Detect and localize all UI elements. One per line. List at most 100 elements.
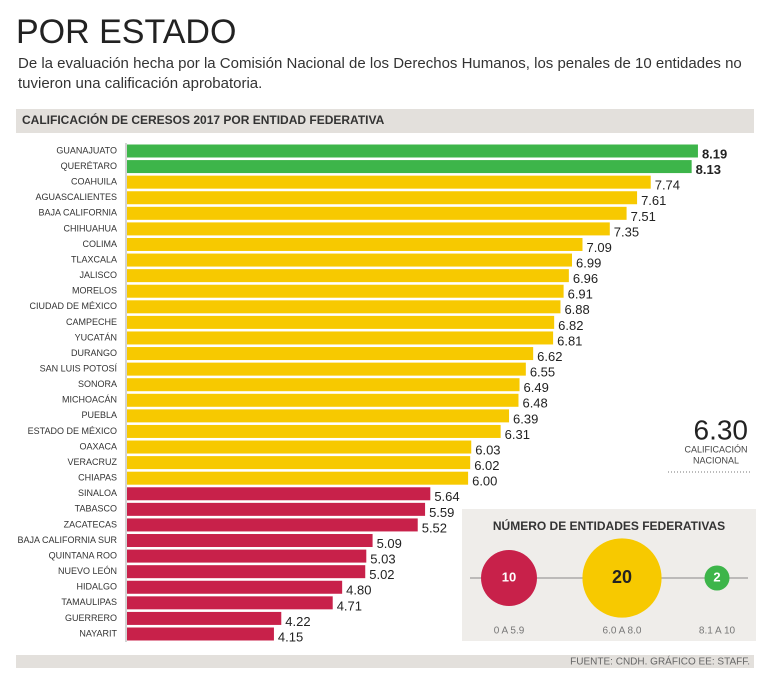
bar	[127, 284, 564, 298]
value-label: 5.03	[370, 552, 395, 567]
bar	[127, 565, 366, 579]
bar	[127, 409, 510, 423]
value-label: 5.09	[377, 536, 402, 551]
y-tick-label: VERACRUZ	[67, 457, 117, 467]
bar	[127, 331, 554, 345]
national-label: NACIONAL	[693, 455, 739, 465]
y-tick-label: QUINTANA ROO	[49, 550, 117, 560]
bar	[127, 269, 569, 283]
value-label: 7.74	[655, 178, 680, 193]
bar	[127, 191, 638, 205]
bar	[127, 518, 418, 532]
y-tick-label: NAYARIT	[79, 628, 117, 638]
footer-band	[16, 655, 754, 668]
bar	[127, 347, 534, 361]
y-tick-label: YUCATÁN	[75, 332, 117, 342]
value-label: 6.49	[524, 380, 549, 395]
value-label: 8.13	[696, 162, 721, 177]
value-label: 6.81	[557, 333, 582, 348]
group-range: 6.0 A 8.0	[603, 626, 642, 637]
value-label: 6.62	[537, 349, 562, 364]
y-tick-label: COAHUILA	[71, 177, 117, 187]
y-tick-label: COLIMA	[82, 239, 117, 249]
value-label: 4.15	[278, 629, 303, 644]
value-label: 7.51	[631, 209, 656, 224]
y-tick-label: SONORA	[78, 379, 117, 389]
group-count: 20	[612, 567, 632, 587]
group-range: 8.1 A 10	[699, 626, 736, 637]
bar	[127, 175, 651, 189]
bar	[127, 611, 282, 625]
value-label: 7.09	[587, 240, 612, 255]
value-label: 7.35	[614, 224, 639, 239]
y-tick-label: PUEBLA	[81, 410, 117, 420]
group-count: 10	[502, 569, 516, 584]
y-tick-label: ESTADO DE MÉXICO	[28, 426, 117, 436]
bar	[127, 222, 610, 236]
bar	[127, 440, 472, 454]
bar	[127, 378, 520, 392]
value-label: 5.64	[434, 489, 459, 504]
bar	[127, 580, 343, 594]
y-tick-label: CHIAPAS	[78, 473, 117, 483]
title: POR ESTADO	[16, 13, 236, 51]
value-label: 8.19	[702, 146, 727, 161]
bar	[127, 160, 692, 174]
value-label: 5.02	[369, 567, 394, 582]
source: FUENTE: CNDH. GRÁFICO EE: STAFF.	[570, 655, 750, 668]
value-label: 6.39	[513, 411, 538, 426]
y-tick-label: CAMPECHE	[66, 317, 117, 327]
y-tick-label: JALISCO	[79, 270, 117, 280]
value-label: 6.91	[568, 287, 593, 302]
y-tick-label: DURANGO	[71, 348, 117, 358]
y-tick-label: SAN LUIS POTOSÍ	[40, 364, 118, 374]
y-tick-label: CIUDAD DE MÉXICO	[29, 301, 117, 311]
value-label: 6.96	[573, 271, 598, 286]
y-tick-label: MORELOS	[72, 286, 117, 296]
bar	[127, 471, 469, 485]
national-label: CALIFICACIÓN	[684, 444, 747, 454]
y-tick-label: AGUASCALIENTES	[35, 192, 117, 202]
groups-title: NÚMERO DE ENTIDADES FEDERATIVAS	[493, 518, 725, 533]
y-tick-label: GUERRERO	[65, 613, 117, 623]
group-circle	[481, 550, 537, 606]
bar	[127, 362, 526, 376]
value-label: 6.03	[475, 442, 500, 457]
value-label: 6.31	[505, 427, 530, 442]
value-label: 5.59	[429, 505, 454, 520]
value-label: 4.80	[346, 583, 371, 598]
y-tick-label: BAJA CALIFORNIA	[38, 208, 117, 218]
value-label: 6.48	[522, 396, 547, 411]
value-label: 6.55	[530, 365, 555, 380]
bar	[127, 596, 333, 610]
y-tick-label: GUANAJUATO	[56, 145, 117, 155]
bar	[127, 487, 431, 501]
bar	[127, 237, 583, 251]
chart-title: CALIFICACIÓN DE CERESOS 2017 POR ENTIDAD…	[22, 112, 385, 127]
y-tick-label: TABASCO	[75, 504, 117, 514]
value-label: 4.22	[285, 614, 310, 629]
bar	[127, 300, 561, 314]
bar	[127, 253, 573, 267]
bar	[127, 393, 519, 407]
value-label: 6.02	[474, 458, 499, 473]
value-label: 7.61	[641, 193, 666, 208]
bar	[127, 627, 274, 641]
bar	[127, 315, 555, 329]
group-circle	[704, 565, 730, 591]
bar	[127, 206, 627, 220]
y-tick-label: ZACATECAS	[64, 519, 117, 529]
chart-title-band	[16, 109, 754, 133]
value-label: 6.82	[558, 318, 583, 333]
bar	[127, 549, 367, 563]
bar	[127, 534, 373, 548]
y-tick-label: QUERÉTARO	[61, 161, 117, 171]
bar	[127, 502, 426, 516]
value-label: 4.71	[337, 598, 362, 613]
bar	[127, 144, 698, 158]
y-tick-label: NUEVO LEÓN	[58, 566, 117, 576]
value-label: 5.52	[422, 520, 447, 535]
y-tick-label: TAMAULIPAS	[61, 597, 117, 607]
